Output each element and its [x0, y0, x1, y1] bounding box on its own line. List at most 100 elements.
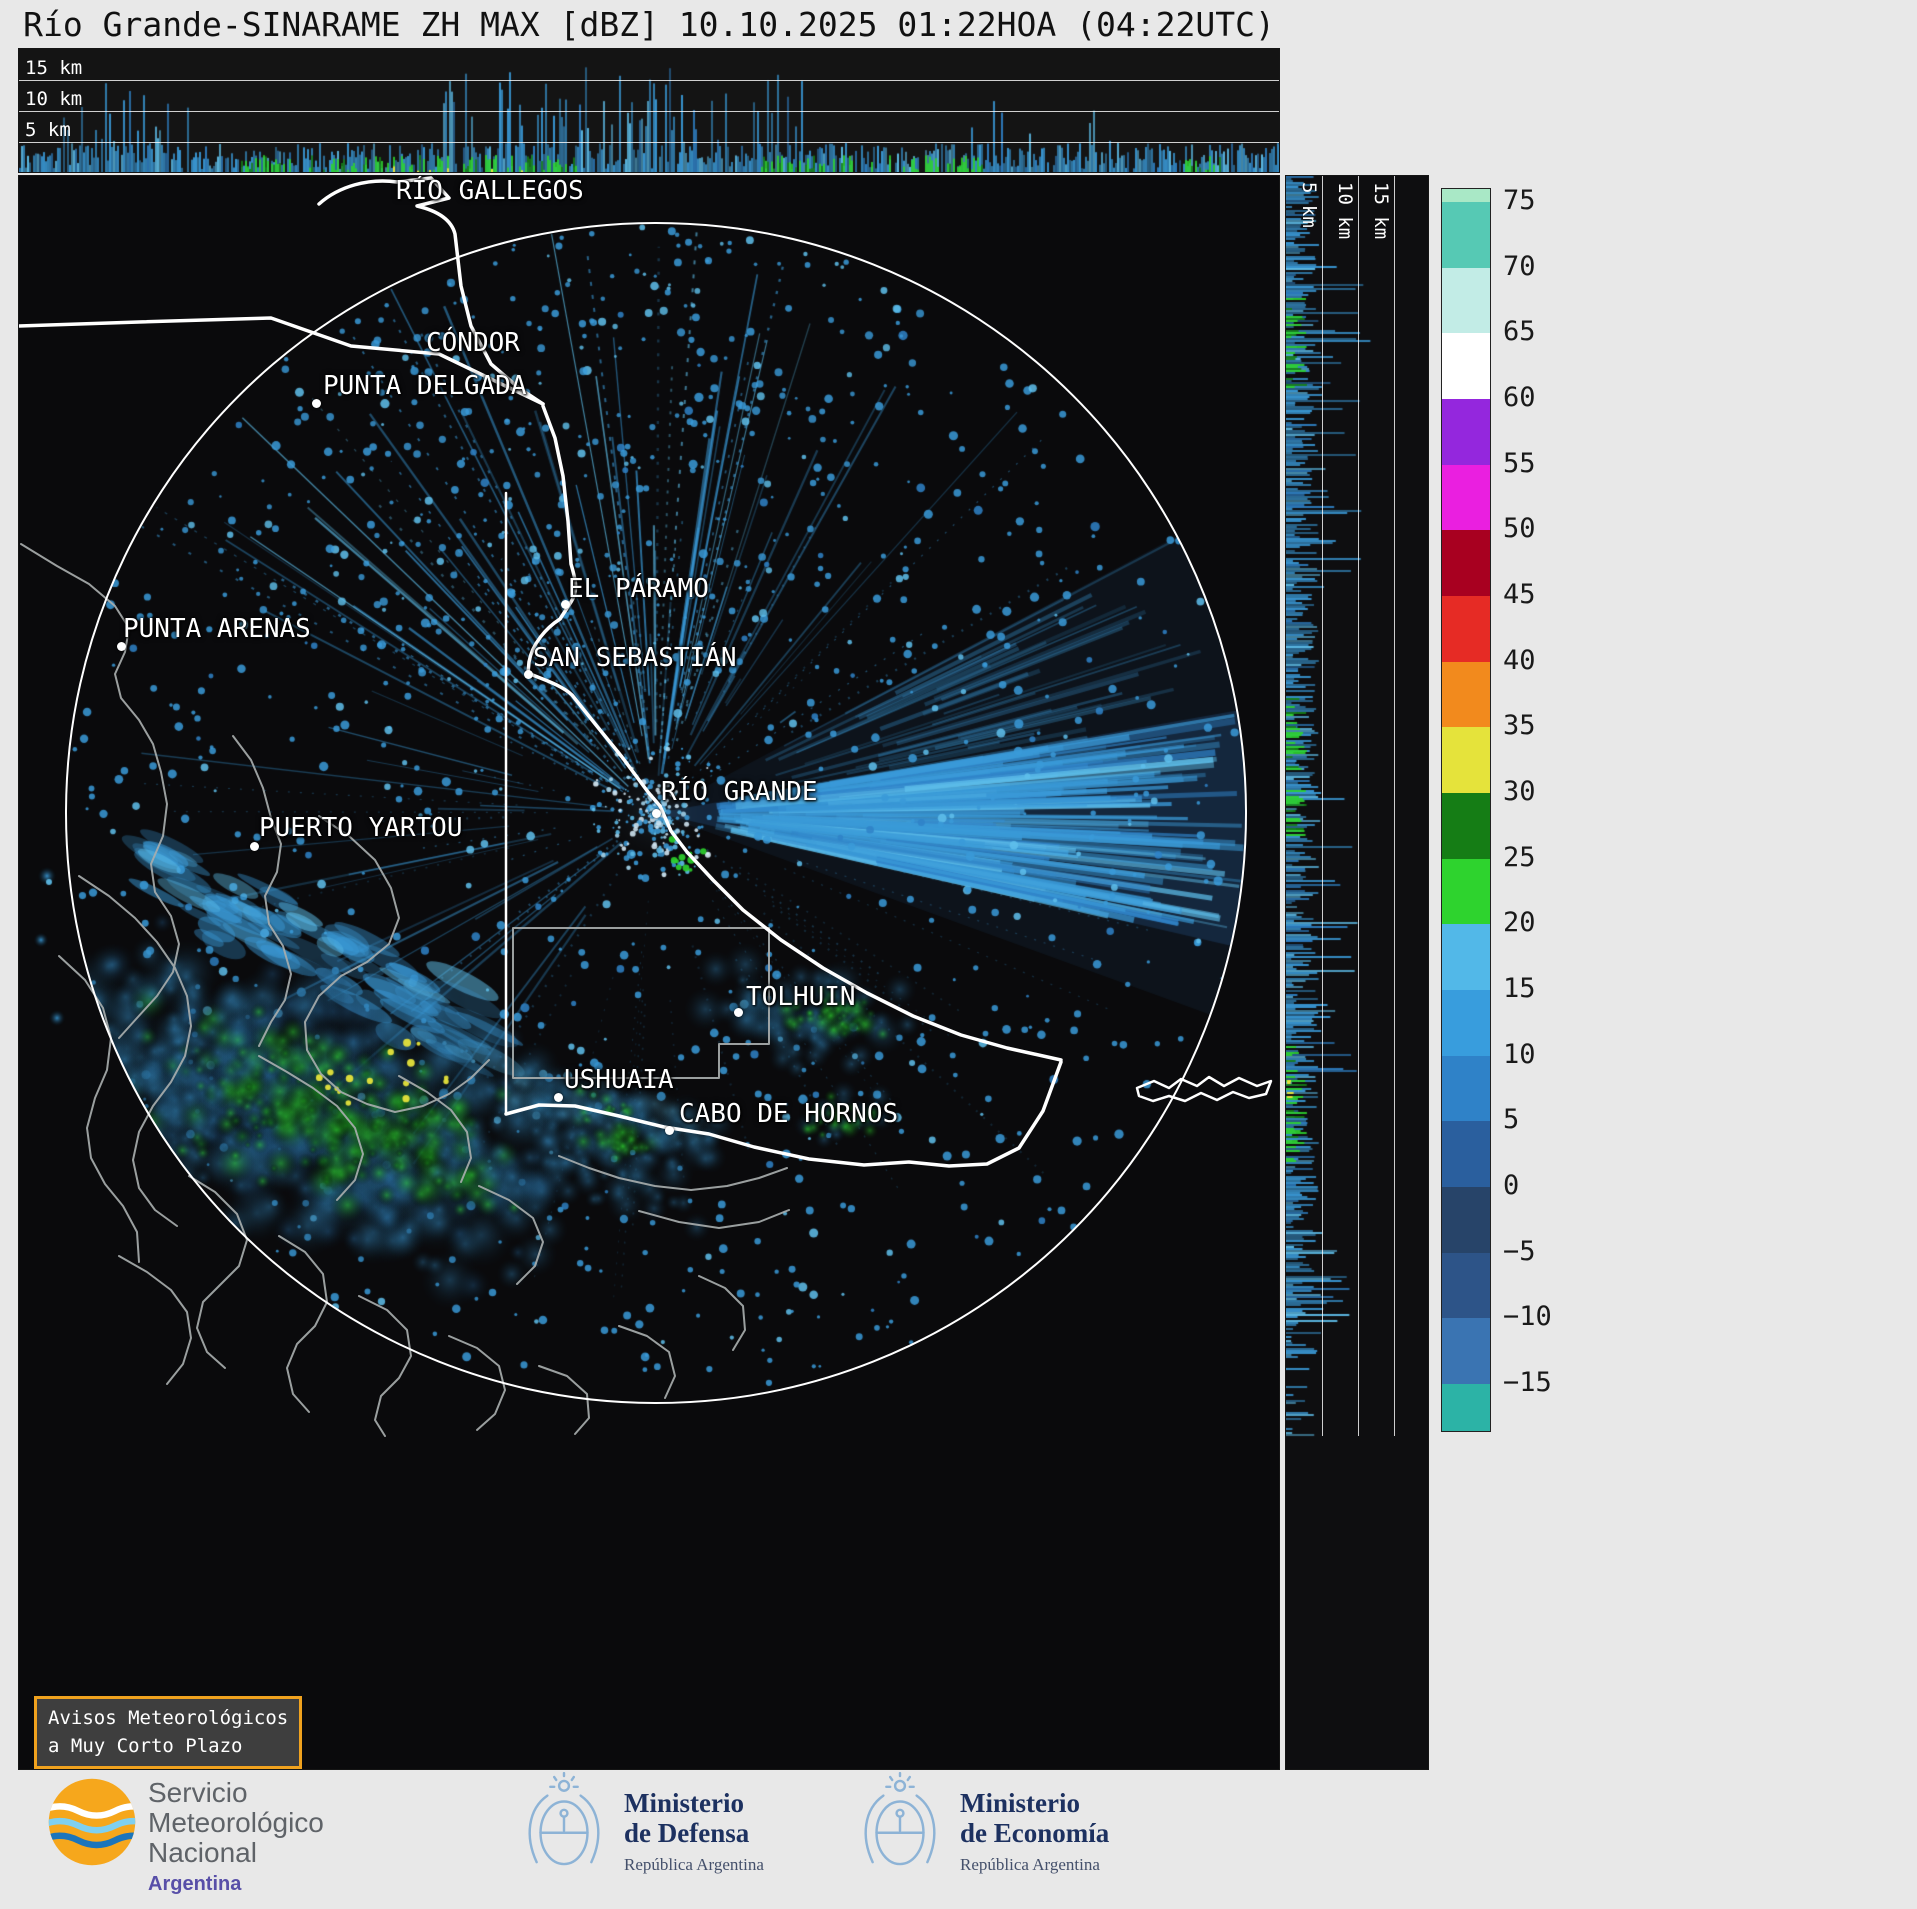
- isla-de-los-estados-outline: [1135, 1075, 1273, 1103]
- altitude-label-10km: 10 km: [25, 88, 83, 110]
- smn-wordmark: Servicio Meteorológico Nacional Argentin…: [148, 1777, 324, 1895]
- colorbar-segment: [1442, 202, 1490, 269]
- city-label: USHUAIA: [564, 1065, 674, 1095]
- colorbar-tick-label: 20: [1503, 907, 1536, 939]
- smn-name-line3: Nacional: [148, 1837, 257, 1869]
- colorbar-segment: [1442, 661, 1490, 728]
- colorbar-segment: [1442, 1187, 1490, 1254]
- city-dot: [117, 642, 126, 651]
- dbz-colorbar-ticks: 75 70 65 60 55 50 45 40 35 30 25 20 15 10 5 0 −5 −10 −15: [1503, 185, 1613, 1432]
- city-dot: [554, 1093, 563, 1102]
- colorbar-tick-label: 60: [1503, 382, 1536, 413]
- defensa-wordmark: Ministerio de Defensa República Argentin…: [624, 1788, 764, 1875]
- smn-logo-icon: [48, 1778, 136, 1866]
- altitude-label-15km: 15 km: [25, 57, 83, 79]
- altitude-line-10km: [1358, 176, 1359, 1436]
- altitude-label-15km: 15 km: [1370, 182, 1392, 240]
- colorbar-segment: [1442, 596, 1490, 663]
- boundary-box: [512, 927, 770, 1079]
- economia-coat-of-arms-icon: [856, 1771, 944, 1879]
- page-title: Río Grande-SINARAME ZH MAX [dBZ] 10.10.2…: [23, 5, 1275, 44]
- colorbar-tick-label: 55: [1503, 447, 1536, 479]
- smn-logo: [46, 1776, 138, 1873]
- colorbar-tick-label: 25: [1503, 841, 1536, 873]
- colorbar-segment: [1442, 1055, 1490, 1122]
- right-profile-panel: 5 km 10 km 15 km: [1285, 175, 1429, 1770]
- colorbar-tick-label: 45: [1503, 579, 1536, 610]
- colorbar-segment: [1442, 530, 1490, 597]
- colorbar-segment: [1442, 1252, 1490, 1319]
- radar-range-circle: [65, 222, 1247, 1404]
- economia-wordmark: Ministerio de Economía República Argenti…: [960, 1788, 1109, 1875]
- city-label: SAN SEBASTIÁN: [533, 643, 737, 673]
- warning-box-line1: Avisos Meteorológicos: [48, 1707, 289, 1729]
- colorbar-tick-label: 35: [1503, 710, 1536, 742]
- colorbar-segment: [1442, 793, 1490, 860]
- warning-box[interactable]: Avisos Meteorológicos a Muy Corto Plazo: [34, 1696, 303, 1769]
- city-label: RÍO GRANDE: [661, 777, 818, 807]
- city-dot: [652, 809, 661, 818]
- city-dot: [312, 399, 321, 408]
- city-dot: [524, 670, 533, 679]
- colorbar-tick-label: 75: [1503, 185, 1536, 216]
- city-label: PUERTO YARTOU: [259, 813, 463, 843]
- altitude-line-5km: [19, 142, 1279, 143]
- radar-echoes-canvas: [19, 176, 1279, 1769]
- city-dot: [561, 600, 570, 609]
- city-dot: [665, 1126, 674, 1135]
- right-profile-echoes-canvas: [1286, 176, 1428, 1769]
- smn-name-line1: Servicio: [148, 1777, 248, 1808]
- colorbar-segment: [1442, 464, 1490, 531]
- colorbar-tick-label: −5: [1503, 1235, 1536, 1267]
- smn-country-label: Argentina: [148, 1872, 242, 1895]
- colorbar-tick-label: 15: [1503, 973, 1536, 1004]
- colorbar-tick-label: −15: [1503, 1367, 1552, 1398]
- city-dot: [250, 842, 259, 851]
- altitude-line-10km: [19, 111, 1279, 112]
- altitude-label-10km: 10 km: [1334, 182, 1356, 240]
- city-label: PUNTA DELGADA: [323, 371, 527, 401]
- economia-name-line1: Ministerio: [960, 1788, 1080, 1818]
- colorbar-tick-label: 30: [1503, 776, 1536, 807]
- defensa-name-line2: de Defensa: [624, 1818, 750, 1849]
- gray-coastlines: [20, 543, 790, 1437]
- defensa-name-line1: Ministerio: [624, 1788, 744, 1818]
- colorbar-tick-label: 5: [1503, 1104, 1520, 1136]
- economia-subtitle: República Argentina: [960, 1855, 1100, 1875]
- colorbar-segment: [1442, 858, 1490, 925]
- altitude-line-15km: [1394, 176, 1395, 1436]
- dbz-colorbar: [1441, 188, 1491, 1432]
- altitude-label-5km: 5 km: [25, 119, 71, 141]
- colorbar-tick-label: −10: [1503, 1301, 1552, 1333]
- radar-map-panel: RÍO GALLEGOS CÓNDOR PUNTA DELGADA EL PÁRAMO…: [18, 175, 1280, 1770]
- colorbar-segment: [1442, 1121, 1490, 1188]
- defensa-coat-of-arms-icon: [520, 1771, 608, 1879]
- colorbar-tick-label: 50: [1503, 513, 1536, 545]
- city-label: PUNTA ARENAS: [123, 614, 311, 644]
- top-profile-echoes-canvas: [19, 49, 1279, 172]
- colorbar-segment: [1442, 1318, 1490, 1385]
- colorbar-segment: [1442, 1384, 1490, 1431]
- colorbar-segment: [1442, 727, 1490, 794]
- city-dot: [734, 1008, 743, 1017]
- economia-name-line2: de Economía: [960, 1818, 1110, 1849]
- city-label: RÍO GALLEGOS: [396, 176, 584, 206]
- altitude-line-15km: [19, 80, 1279, 81]
- defensa-subtitle: República Argentina: [624, 1855, 764, 1875]
- coastline-overlay: [19, 176, 1273, 1437]
- colorbar-segment: [1442, 189, 1490, 203]
- footer-logos: Servicio Meteorológico Nacional Argentin…: [0, 1770, 1917, 1909]
- white-coastlines: [19, 176, 1273, 1168]
- city-label: EL PÁRAMO: [568, 574, 709, 604]
- colorbar-tick-label: 70: [1503, 250, 1536, 282]
- colorbar-tick-label: 65: [1503, 316, 1536, 348]
- altitude-label-5km: 5 km: [1298, 182, 1320, 228]
- colorbar-segment: [1442, 990, 1490, 1057]
- top-profile-panel: 15 km 10 km 5 km: [18, 48, 1280, 173]
- colorbar-segment: [1442, 924, 1490, 991]
- city-label: CÓNDOR: [426, 328, 520, 358]
- smn-name-line2: Meteorológico: [148, 1807, 324, 1839]
- colorbar-tick-label: 0: [1503, 1170, 1520, 1201]
- colorbar-tick-label: 10: [1503, 1038, 1536, 1070]
